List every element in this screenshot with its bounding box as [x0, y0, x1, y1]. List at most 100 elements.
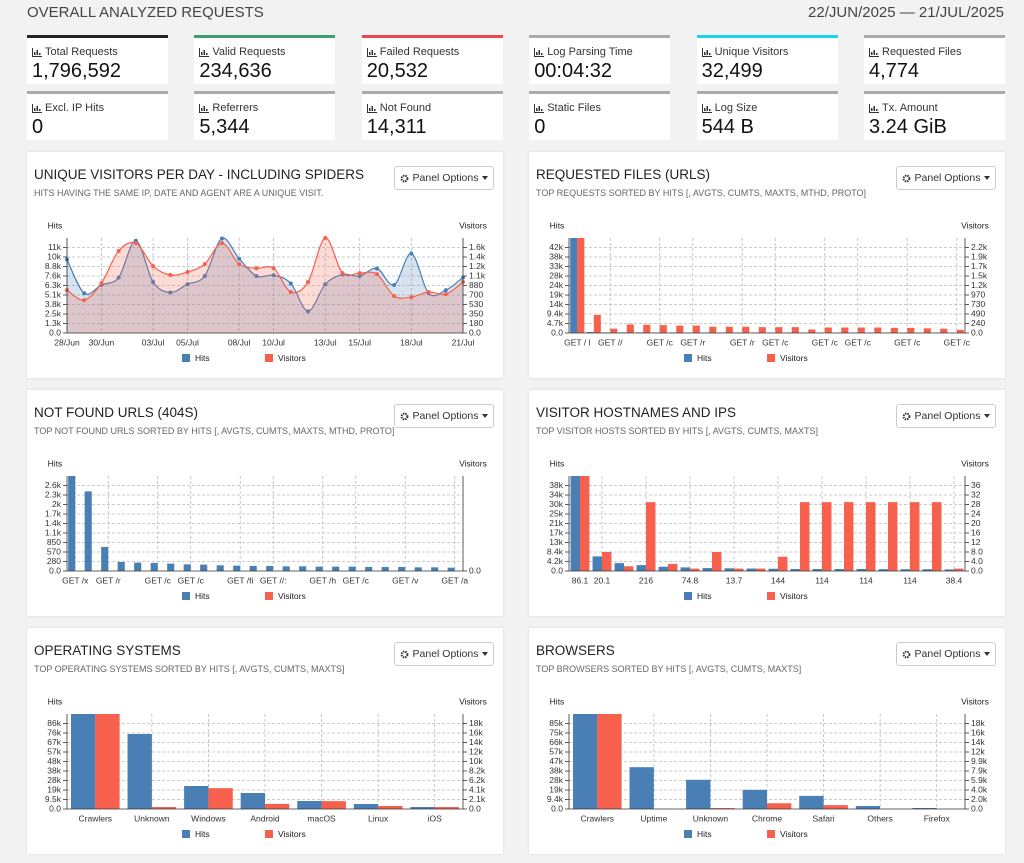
icon-shape	[534, 103, 545, 113]
bar	[799, 795, 824, 809]
header-title: OVERALL ANALYZED REQUESTS	[27, 4, 264, 21]
y-tick-label: 28k	[47, 775, 61, 785]
y2-tick-label: 10k	[469, 756, 483, 766]
bar	[614, 563, 624, 571]
y-tick-label: 28k	[549, 270, 563, 280]
card-label: Tx. Amount	[882, 102, 938, 114]
y-tick-label: 34k	[549, 489, 563, 499]
panel-title: NOT FOUND URLS (404S)	[34, 405, 199, 420]
icon	[701, 47, 712, 57]
bar	[734, 568, 744, 571]
stat-card: Not Found 14,311	[361, 91, 503, 140]
x-tick-label: Crawlers	[79, 813, 113, 823]
x-tick-label: 03/Jul	[142, 337, 165, 347]
point	[82, 291, 87, 296]
y2-axis-title: Visitors	[961, 696, 989, 706]
button-label: Panel Options	[412, 172, 479, 184]
bar	[597, 714, 622, 809]
y-tick-label: 9.4k	[547, 308, 564, 318]
y2-tick-label: 1.2k	[469, 261, 486, 271]
card-label-row: Log Size	[701, 102, 757, 114]
bar	[208, 788, 233, 809]
bar	[922, 569, 932, 571]
x-tick-label: 28/Jun	[54, 337, 80, 347]
point	[133, 241, 138, 246]
bar	[709, 326, 717, 333]
y-axis-title: Hits	[48, 458, 63, 468]
card-value: 0	[534, 116, 546, 138]
gear-shape	[400, 412, 408, 420]
point	[409, 251, 414, 256]
caret	[984, 652, 991, 656]
point	[237, 256, 242, 261]
y2-tick-label: 16	[971, 527, 981, 537]
card-label-row: Excl. IP Hits	[32, 102, 104, 114]
panel-options-button[interactable]: Panel Options	[896, 642, 996, 666]
x-tick-label: Windows	[191, 813, 225, 823]
bar	[643, 324, 651, 333]
panel-options-button[interactable]: Panel Options	[394, 642, 494, 666]
bar	[629, 767, 654, 809]
y2-tick-label: 4.0	[971, 556, 983, 566]
bar	[746, 568, 756, 571]
y2-tick-label: 1.4k	[469, 251, 486, 261]
legend-swatch	[684, 830, 692, 838]
panel-subtitle: TOP NOT FOUND URLS SORTED BY HITS [, AVG…	[34, 426, 395, 436]
y2-tick-label: 700	[469, 289, 483, 299]
bar	[200, 564, 208, 571]
panel-options-button[interactable]: Panel Options	[394, 404, 494, 428]
bar	[151, 807, 177, 809]
stat-card: Failed Requests 20,532	[361, 35, 503, 84]
icon	[366, 47, 377, 57]
bar	[586, 331, 594, 333]
bar	[602, 552, 612, 571]
x-tick-label: 21/Jul	[452, 337, 475, 347]
y-tick-label: 19k	[47, 784, 61, 794]
bar	[725, 326, 733, 333]
y-tick-label: 38k	[47, 765, 61, 775]
panel-options-button[interactable]: Panel Options	[394, 166, 494, 190]
bar	[668, 563, 678, 571]
y2-tick-label: 1.2k	[971, 280, 988, 290]
y2-tick-label: 0.0	[971, 803, 983, 813]
caret	[984, 414, 991, 418]
x-tick-label: 114	[903, 575, 917, 585]
card-label: Valid Requests	[212, 46, 286, 58]
y-tick-label: 850	[47, 537, 61, 547]
y-tick-label: 86k	[47, 718, 61, 728]
legend-swatch	[767, 354, 775, 362]
panel-title: REQUESTED FILES (URLS)	[536, 167, 711, 182]
y-tick-label: 38k	[549, 480, 563, 490]
point	[185, 270, 190, 275]
y2-tick-label: 28	[971, 499, 981, 509]
x-tick-label: 15/Jul	[348, 337, 371, 347]
panel-subtitle: TOP REQUESTS SORTED BY HITS [, AVGTS, CU…	[536, 188, 867, 198]
y2-tick-label: 490	[971, 308, 985, 318]
x-tick-label: Chrome	[752, 813, 783, 823]
point	[392, 282, 397, 287]
panel: REQUESTED FILES (URLS) TOP REQUESTS SORTE…	[529, 152, 1005, 378]
x-tick-label: GET //	[598, 337, 623, 347]
bar	[912, 807, 937, 809]
card-label-row: Tx. Amount	[869, 102, 938, 114]
y-tick-label: 24k	[549, 280, 563, 290]
y2-axis-title: Visitors	[961, 220, 989, 230]
y2-tick-label: 1.6k	[469, 242, 486, 252]
bar	[101, 546, 109, 571]
bar	[184, 786, 209, 809]
bar	[398, 566, 406, 571]
point	[202, 273, 207, 278]
bar	[434, 807, 460, 809]
x-tick-label: 08/Jul	[228, 337, 251, 347]
legend-label: Hits	[195, 591, 210, 601]
point	[306, 309, 311, 314]
legend-label: Visitors	[780, 353, 808, 363]
gear-shape	[902, 650, 910, 658]
y2-tick-label: 32	[971, 489, 981, 499]
bar	[626, 324, 634, 333]
panel-options-button[interactable]: Panel Options	[896, 404, 996, 428]
y-tick-label: 2k	[52, 499, 62, 509]
y2-tick-label: 180	[469, 318, 483, 328]
y-tick-label: 57k	[47, 746, 61, 756]
panel-options-button[interactable]: Panel Options	[896, 166, 996, 190]
